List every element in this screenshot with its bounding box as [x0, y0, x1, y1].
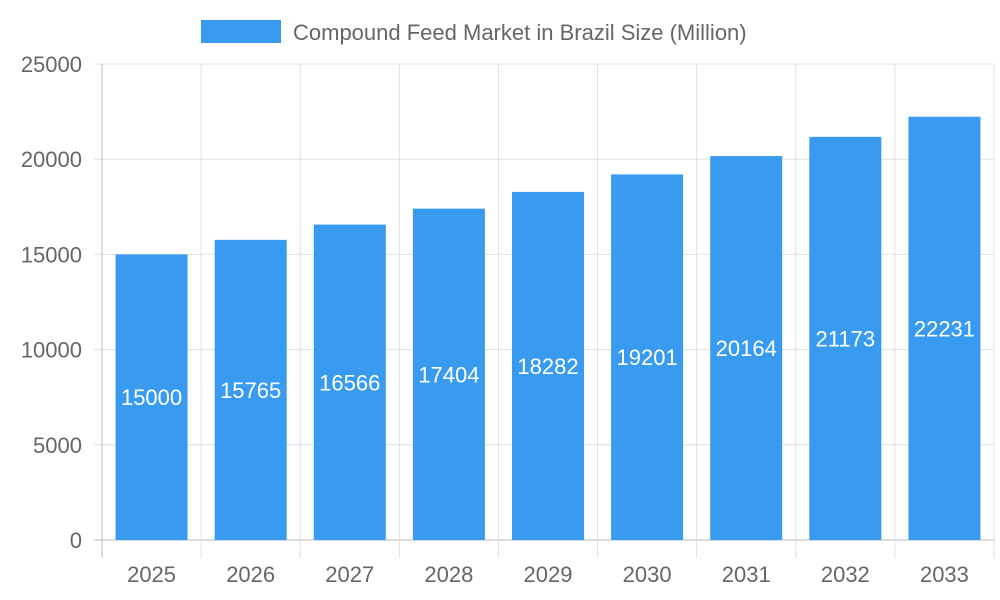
- x-tick-label: 2030: [623, 562, 672, 587]
- data-label: 16566: [319, 370, 380, 395]
- axes: 0 5000 10000 15000 20000 25000 2025 2026 2027 202…: [21, 52, 969, 587]
- x-tick-label: 2029: [524, 562, 573, 587]
- bar-2030: [611, 174, 684, 540]
- y-tick-label: 15000: [21, 242, 82, 267]
- bar-2029: [512, 191, 584, 541]
- bar-2025: [115, 254, 188, 540]
- data-label: 20164: [716, 336, 777, 361]
- x-tick-label: 2025: [127, 562, 176, 587]
- bar-2026: [214, 239, 287, 540]
- x-tick-label: 2027: [325, 562, 374, 587]
- grid: [94, 63, 995, 558]
- data-label: 15765: [220, 378, 281, 403]
- bar-2031: [710, 156, 783, 540]
- data-label: 21173: [816, 326, 876, 351]
- y-tick-label: 0: [70, 528, 82, 553]
- data-label: 17404: [418, 362, 479, 387]
- legend-label: Compound Feed Market in Brazil Size (Mil…: [293, 20, 747, 45]
- x-tick-label: 2026: [226, 562, 275, 587]
- data-label: 15000: [121, 385, 182, 410]
- y-tick-label: 10000: [21, 338, 82, 363]
- bars: 15000 15765 16566 17404 18282 19201 20164 21173…: [115, 116, 981, 541]
- x-tick-label: 2033: [920, 562, 969, 587]
- data-label: 22231: [914, 316, 975, 341]
- bar-2032: [809, 136, 882, 540]
- legend[interactable]: Compound Feed Market in Brazil Size (Mil…: [201, 20, 747, 45]
- y-tick-label: 20000: [21, 147, 82, 172]
- data-label: 18282: [517, 354, 578, 379]
- data-label: 19201: [617, 345, 678, 370]
- x-tick-label: 2028: [424, 562, 473, 587]
- bar-2027: [313, 224, 386, 540]
- legend-swatch: [201, 20, 281, 43]
- x-tick-label: 2032: [821, 562, 870, 587]
- bar-2028: [412, 208, 485, 540]
- y-tick-label: 5000: [33, 433, 82, 458]
- bar-2033: [908, 116, 981, 540]
- y-tick-label: 25000: [21, 52, 82, 77]
- x-tick-label: 2031: [722, 562, 771, 587]
